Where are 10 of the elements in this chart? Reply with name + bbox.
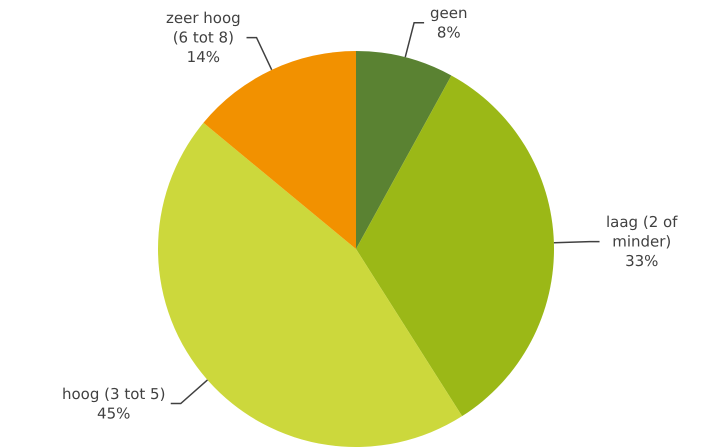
slice-label: geen — [430, 4, 468, 22]
data-label: 33% — [625, 252, 658, 270]
data-label: 14% — [186, 48, 220, 66]
data-label: 45% — [97, 404, 130, 422]
slice-label: zeer hoog (6 tot 8) — [166, 9, 241, 46]
slice-label: hoog (3 tot 5) — [62, 385, 166, 403]
slice-label: laag (2 of minder) — [606, 213, 678, 250]
pie-slice — [356, 75, 554, 416]
data-label: 8% — [436, 24, 461, 42]
pie-slice — [356, 51, 452, 249]
